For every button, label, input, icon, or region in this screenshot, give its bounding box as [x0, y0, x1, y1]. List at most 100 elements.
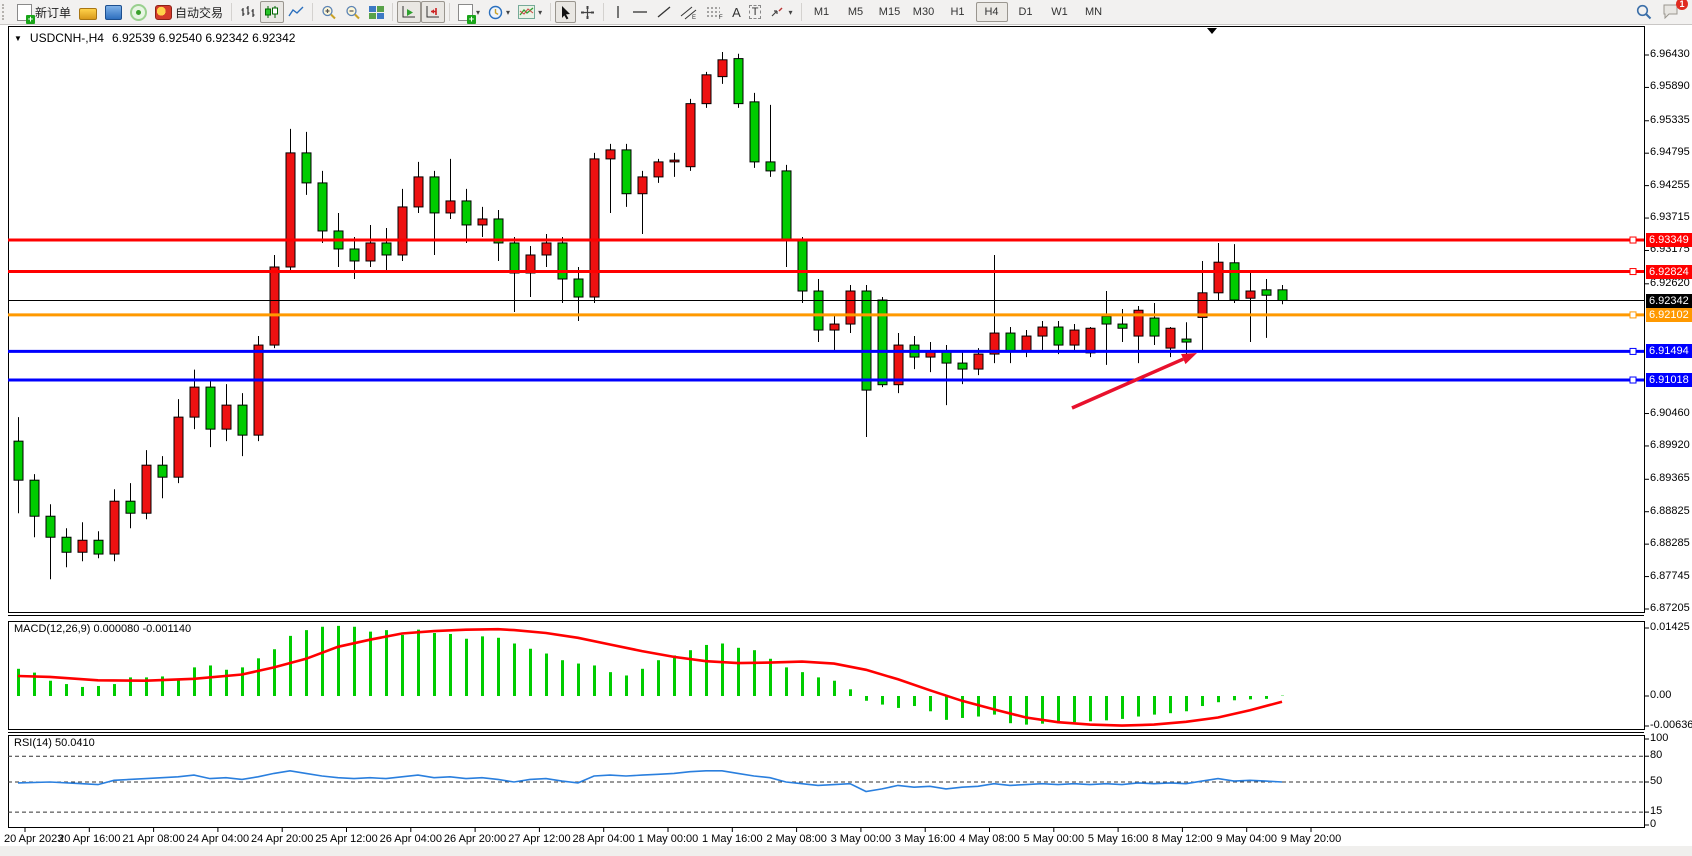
gold-icon — [79, 7, 98, 20]
candle-chart-icon — [265, 6, 279, 18]
fibonacci-icon: F — [707, 7, 723, 20]
zoom-out-button[interactable] — [341, 1, 365, 23]
candle-body — [1245, 290, 1256, 299]
annotation-arrow-shaft[interactable] — [1071, 357, 1184, 410]
price-tick-label: 6.93715 — [1650, 211, 1690, 224]
periods-button[interactable]: ▾ — [484, 1, 514, 23]
arrows-icon — [772, 7, 783, 17]
candle-body — [1261, 289, 1272, 296]
templates-button[interactable]: ▾ — [514, 1, 546, 23]
time-tick-label: 4 May 08:00 — [959, 833, 1020, 845]
new-order-label: 新订单 — [35, 5, 72, 20]
candle-body — [13, 440, 24, 481]
hline-handle[interactable] — [1629, 376, 1637, 384]
label-tool-button[interactable]: T — [745, 1, 766, 23]
candle-body — [237, 404, 248, 436]
price-line-badge[interactable]: 6.92824 — [1646, 264, 1692, 279]
text-tool-button[interactable]: A — [728, 1, 745, 23]
notifications-button[interactable]: 1 — [1662, 0, 1688, 21]
timeframe-button-m5[interactable]: M5 — [847, 6, 864, 18]
bar-chart-button[interactable] — [236, 1, 260, 23]
price-line-badge[interactable]: 6.93349 — [1646, 233, 1692, 248]
vertical-line-icon — [617, 6, 619, 18]
timeframe-button-m15[interactable]: M15 — [878, 6, 901, 18]
timeframe-button-h4[interactable]: H4 — [975, 2, 1008, 22]
hline-handle[interactable] — [1629, 236, 1637, 244]
chart-shift-button[interactable] — [421, 1, 446, 23]
toolbar-separator — [449, 3, 451, 21]
trendline-tool-button[interactable] — [652, 1, 676, 23]
channel-tool-button[interactable]: E — [676, 1, 702, 23]
candle-body — [765, 161, 776, 172]
signals-button[interactable] — [126, 1, 151, 23]
hline-handle[interactable] — [1629, 347, 1637, 355]
candle-chart-button[interactable] — [260, 1, 285, 23]
auto-scroll-button[interactable] — [397, 1, 422, 23]
candle-body — [29, 479, 40, 517]
rsi-line — [17, 769, 1283, 793]
candle-body — [1165, 327, 1176, 349]
search-icon[interactable] — [1636, 4, 1652, 20]
candle-body — [749, 101, 760, 163]
toolbar-grip[interactable] — [2, 4, 9, 20]
terminal-button[interactable] — [101, 1, 126, 23]
candle-body — [493, 218, 504, 244]
timeframe-button-h1[interactable]: H1 — [950, 6, 965, 18]
hline-handle[interactable] — [1629, 268, 1637, 276]
candle-body — [413, 176, 424, 208]
autotrade-button[interactable]: 自动交易 — [151, 1, 227, 23]
zoom-in-button[interactable] — [317, 1, 341, 23]
rsi-axis-label: 80 — [1650, 749, 1663, 762]
candle-body — [621, 149, 632, 195]
new-order-button[interactable]: + 新订单 — [13, 1, 75, 24]
price-line-badge[interactable]: 6.92102 — [1646, 307, 1692, 322]
main-chart-pane[interactable] — [8, 26, 1645, 613]
candle-body — [381, 242, 392, 256]
fibonacci-tool-button[interactable]: F — [702, 1, 728, 23]
clock-icon — [488, 5, 503, 19]
timeframe-button-m1[interactable]: M1 — [813, 6, 830, 18]
candle-body — [445, 200, 456, 214]
price-line-badge[interactable]: 6.91494 — [1646, 344, 1692, 359]
macd-pane[interactable] — [8, 621, 1645, 730]
hline-tool-button[interactable] — [628, 1, 652, 23]
cursor-button[interactable] — [555, 1, 577, 23]
time-tick-label: 21 Apr 08:00 — [122, 833, 185, 845]
price-line-badge[interactable]: 6.91018 — [1646, 373, 1692, 387]
timeframe-button-w1[interactable]: W1 — [1051, 6, 1068, 18]
candle-body — [365, 242, 376, 262]
line-chart-button[interactable] — [284, 1, 308, 23]
time-tick-label: 3 May 16:00 — [894, 833, 956, 845]
market-watch-button[interactable] — [75, 1, 101, 23]
candle-body — [877, 299, 888, 386]
vline-tool-button[interactable] — [608, 1, 628, 23]
tile-windows-button[interactable] — [365, 1, 388, 23]
candle-body — [269, 266, 280, 346]
chart-menu-triangle-icon[interactable]: ▼ — [14, 33, 22, 43]
crosshair-button[interactable] — [576, 1, 599, 23]
line-chart-icon — [288, 6, 304, 17]
rsi-axis-label: 100 — [1650, 732, 1669, 744]
timeframe-button-m30[interactable]: M30 — [912, 6, 935, 18]
candle-body — [157, 464, 168, 478]
annotation-arrow-head[interactable] — [1181, 353, 1197, 365]
candle-body — [781, 170, 792, 242]
timeframe-button-d1[interactable]: D1 — [1018, 6, 1033, 18]
window-bottom-edge — [0, 846, 1692, 856]
time-tick-label: 20 Apr 2023 — [4, 833, 64, 845]
indicators-button[interactable]: + ▾ — [454, 1, 484, 24]
candle-body — [829, 323, 840, 331]
timeframe-button-mn[interactable]: MN — [1084, 6, 1103, 18]
time-tick-label: 2 May 08:00 — [766, 833, 827, 845]
zoom-in-icon — [322, 5, 336, 19]
chart-shift-marker[interactable] — [1207, 28, 1217, 34]
signal-icon — [130, 3, 148, 21]
crosshair-icon — [581, 5, 595, 19]
hline-handle[interactable] — [1629, 311, 1637, 319]
rsi-axis-label: 50 — [1650, 775, 1663, 787]
macd-axis-label: 0.01425 — [1650, 621, 1690, 633]
shapes-tool-button[interactable]: ▾ — [765, 1, 796, 23]
candle-body — [109, 500, 120, 555]
price-line-badge[interactable]: 6.92342 — [1646, 293, 1692, 308]
